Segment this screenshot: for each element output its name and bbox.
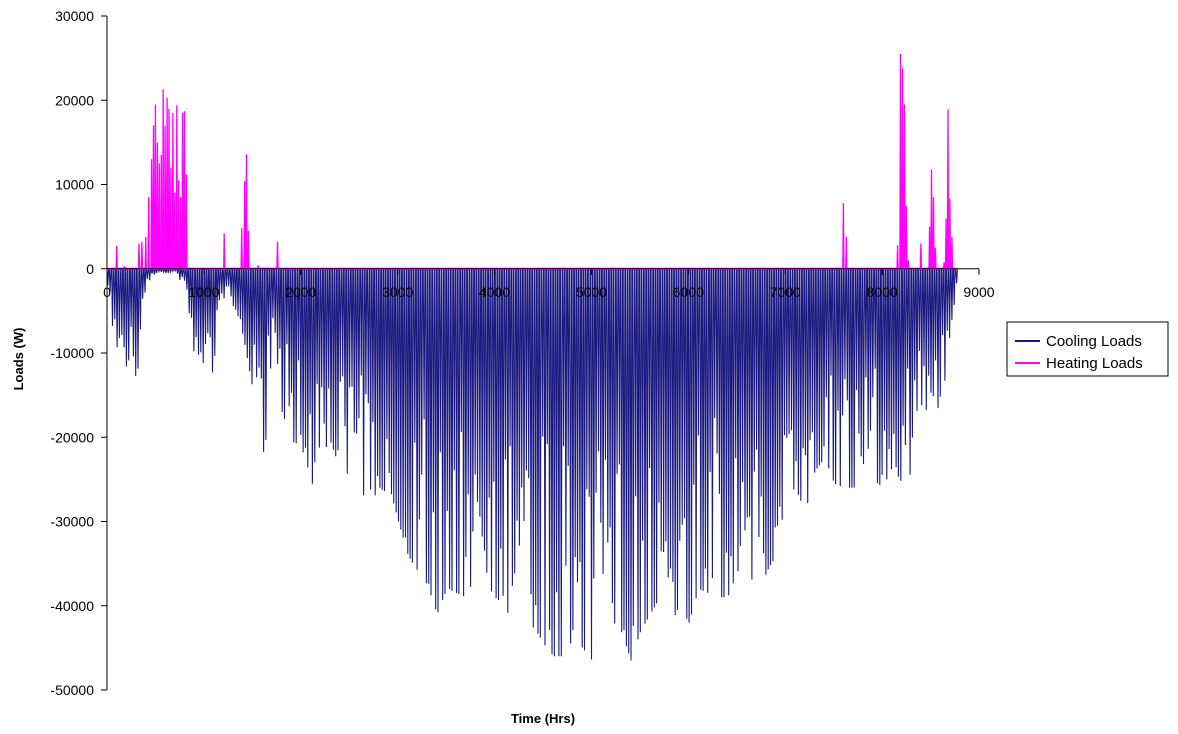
y-tick-label: 30000 [55, 8, 94, 24]
heating-load-spike [842, 202, 845, 269]
y-axis-title: Loads (W) [11, 328, 26, 391]
heating-load-spike [175, 105, 178, 269]
x-tick-label: 0 [103, 284, 111, 300]
heating-load-spike [950, 236, 954, 269]
heating-load-spike [946, 109, 950, 269]
heating-load-spike [276, 241, 279, 269]
heating-load-spike [158, 163, 161, 269]
heating-load-spike [154, 104, 157, 269]
heating-load-spike [115, 245, 118, 269]
y-tick-label: -30000 [50, 514, 94, 530]
heating-load-spike [932, 197, 935, 269]
heating-load-spike [165, 97, 169, 269]
heating-load-spike [185, 174, 188, 269]
heating-load-spike [181, 112, 184, 269]
heating-load-spike [167, 108, 171, 269]
y-tick-label: -40000 [50, 598, 94, 614]
x-tick-label: 6000 [673, 284, 704, 300]
legend-label-heating: Heating Loads [1046, 355, 1143, 372]
heating-load-spike [169, 167, 173, 269]
x-tick-label: 8000 [867, 284, 898, 300]
y-tick-label: -10000 [50, 345, 94, 361]
y-tick-label: 0 [86, 261, 94, 277]
heating-load-spike [919, 243, 923, 269]
legend-box [1006, 321, 1169, 377]
heating-load-spike [156, 142, 159, 269]
heating-load-spike [930, 169, 933, 269]
tick-labels: 3000020000100000-10000-20000-30000-40000… [50, 8, 994, 698]
legend-label-cooling: Cooling Loads [1046, 333, 1142, 350]
heating-load-spike [899, 53, 902, 269]
heating-load-spike [934, 247, 937, 269]
heating-load-spike [123, 266, 126, 269]
x-tick-label: 5000 [576, 284, 607, 300]
heating-load-spike [928, 226, 931, 269]
heating-load-spike [137, 243, 141, 269]
heating-load-spike [183, 111, 186, 269]
heating-load-spike [907, 260, 910, 269]
heating-load-spike [173, 192, 177, 269]
heating-load-spike [243, 181, 246, 269]
y-tick-label: 20000 [55, 92, 94, 108]
heating-load-spike [901, 68, 904, 269]
heating-load-spike [942, 261, 946, 269]
y-tick-label: -20000 [50, 429, 94, 445]
heating-load-spike [147, 197, 150, 269]
heating-load-spike [179, 197, 182, 269]
heating-load-spike [903, 104, 906, 269]
x-tick-label: 7000 [770, 284, 801, 300]
x-tick-label: 9000 [963, 284, 994, 300]
cooling-loads-line [106, 268, 958, 661]
heating-load-spike [160, 154, 163, 269]
heating-load-spike [896, 245, 899, 269]
heating-load-spike [256, 265, 260, 269]
heating-load-spike [948, 198, 952, 269]
heating-load-spike [152, 125, 155, 269]
heating-load-spike [177, 180, 180, 269]
heating-load-spike [163, 125, 167, 269]
heating-load-spike [944, 218, 948, 269]
heating-loads-series [107, 53, 956, 270]
x-tick-label: 1000 [188, 284, 219, 300]
heating-load-spike [223, 233, 226, 269]
heating-load-spike [171, 112, 175, 269]
x-axis-title: Time (Hrs) [511, 711, 575, 726]
legend: Cooling Loads Heating Loads [1006, 321, 1169, 377]
heating-load-spike [150, 159, 153, 269]
heating-load-spike [161, 89, 165, 269]
heating-load-spike [905, 205, 908, 269]
x-tick-label: 3000 [382, 284, 413, 300]
heating-load-spike [240, 228, 243, 269]
cooling-loads-series [106, 268, 958, 661]
heating-load-spike [245, 154, 248, 269]
heating-load-spike [140, 241, 144, 269]
axes [101, 15, 980, 691]
x-tick-label: 4000 [479, 284, 510, 300]
heating-load-spike [144, 236, 147, 269]
y-tick-label: -50000 [50, 682, 94, 698]
heating-load-spike [247, 230, 250, 269]
x-tick-label: 2000 [285, 284, 316, 300]
y-tick-label: 10000 [55, 177, 94, 193]
heating-load-spike [845, 236, 848, 269]
